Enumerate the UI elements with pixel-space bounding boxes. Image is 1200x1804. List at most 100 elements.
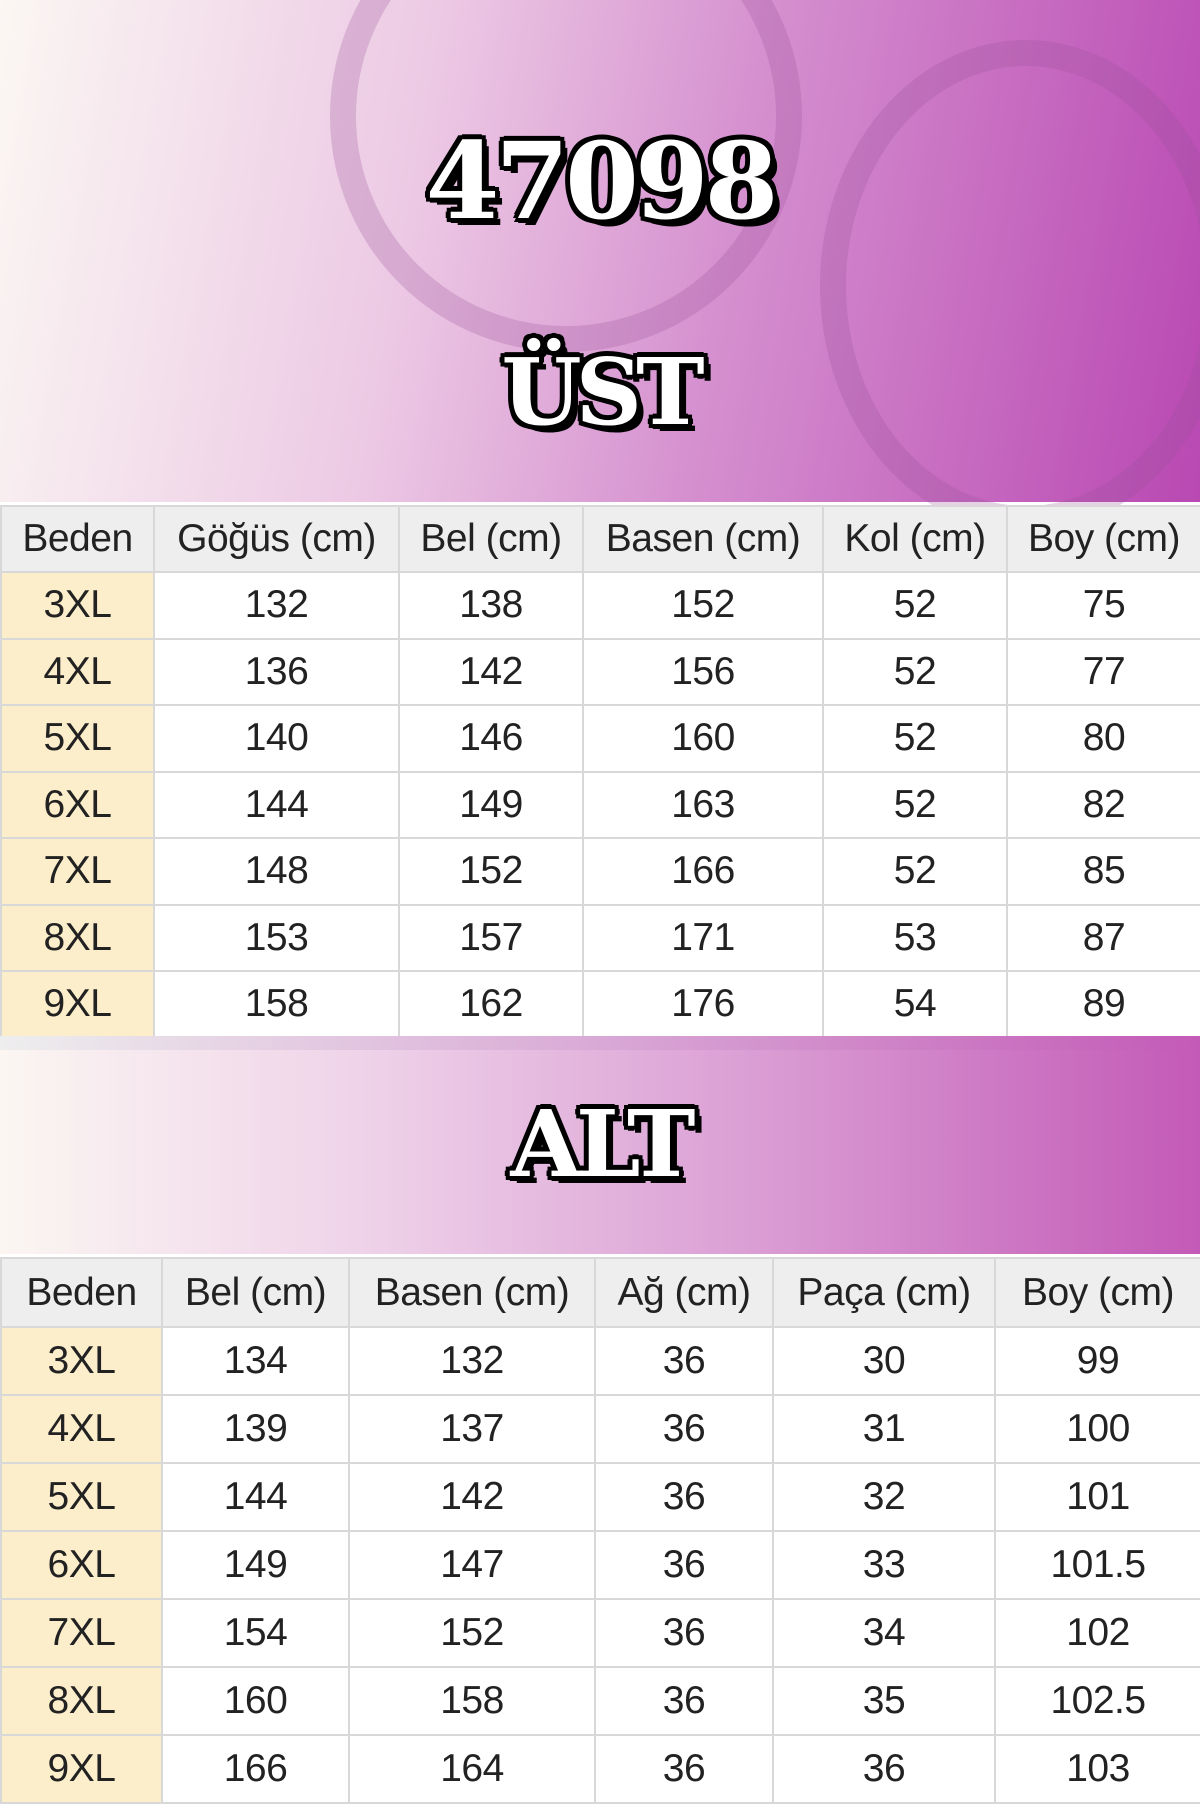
column-header: Ağ (cm) [594, 1257, 774, 1328]
measurement-cell: 154 [161, 1598, 350, 1668]
measurement-cell: 89 [1006, 970, 1200, 1039]
measurement-cell: 52 [822, 837, 1008, 906]
measurement-cell: 158 [348, 1666, 596, 1736]
table-row: 9XL 158 162 176 54 89 [0, 970, 1200, 1039]
column-header: Paça (cm) [772, 1257, 996, 1328]
top-banner [0, 0, 1200, 532]
measurement-cell: 80 [1006, 704, 1200, 773]
size-cell: 4XL [0, 1394, 163, 1464]
size-cell: 7XL [0, 837, 155, 906]
measurement-cell: 166 [161, 1734, 350, 1804]
measurement-cell: 36 [594, 1666, 774, 1736]
column-header: Bel (cm) [161, 1257, 350, 1328]
measurement-cell: 132 [153, 571, 400, 640]
table-row: 3XL 132 138 152 52 75 [0, 571, 1200, 640]
table-row: 4XL 136 142 156 52 77 [0, 637, 1200, 706]
measurement-cell: 148 [153, 837, 400, 906]
measurement-cell: 153 [153, 903, 400, 972]
measurement-cell: 36 [772, 1734, 996, 1804]
size-cell: 8XL [0, 903, 155, 972]
measurement-cell: 32 [772, 1462, 996, 1532]
measurement-cell: 33 [772, 1530, 996, 1600]
size-cell: 9XL [0, 970, 155, 1039]
size-cell: 3XL [0, 571, 155, 640]
size-cell: 6XL [0, 1530, 163, 1600]
table-row: 7XL 154 152 36 34 102 [0, 1598, 1200, 1668]
product-code: 47098 [425, 118, 779, 243]
measurement-cell: 176 [582, 970, 824, 1039]
measurement-cell: 101 [994, 1462, 1200, 1532]
measurement-cell: 162 [398, 970, 584, 1039]
measurement-cell: 75 [1006, 571, 1200, 640]
size-cell: 7XL [0, 1598, 163, 1668]
table-row: 7XL 148 152 166 52 85 [0, 837, 1200, 906]
measurement-cell: 52 [822, 770, 1008, 839]
measurement-cell: 36 [594, 1734, 774, 1804]
table-row: 5XL 140 146 160 52 80 [0, 704, 1200, 773]
measurement-cell: 101.5 [994, 1530, 1200, 1600]
measurement-cell: 99 [994, 1326, 1200, 1396]
size-cell: 9XL [0, 1734, 163, 1804]
column-header: Basen (cm) [348, 1257, 596, 1328]
measurement-cell: 144 [161, 1462, 350, 1532]
column-header: Boy (cm) [994, 1257, 1200, 1328]
measurement-cell: 54 [822, 970, 1008, 1039]
measurement-cell: 34 [772, 1598, 996, 1668]
table-row: 6XL 149 147 36 33 101.5 [0, 1530, 1200, 1600]
measurement-cell: 102.5 [994, 1666, 1200, 1736]
hanger-graphic [820, 40, 1200, 532]
column-header: Göğüs (cm) [153, 505, 400, 573]
measurement-cell: 152 [582, 571, 824, 640]
column-header: Beden [0, 505, 155, 573]
measurement-cell: 146 [398, 704, 584, 773]
table-header-row: Beden Göğüs (cm) Bel (cm) Basen (cm) Kol (cm… [0, 505, 1200, 573]
measurement-cell: 156 [582, 637, 824, 706]
measurement-cell: 36 [594, 1530, 774, 1600]
measurement-cell: 31 [772, 1394, 996, 1464]
measurement-cell: 36 [594, 1326, 774, 1396]
measurement-cell: 85 [1006, 837, 1200, 906]
measurement-cell: 152 [398, 837, 584, 906]
measurement-cell: 102 [994, 1598, 1200, 1668]
measurement-cell: 77 [1006, 637, 1200, 706]
measurement-cell: 52 [822, 637, 1008, 706]
measurement-cell: 52 [822, 704, 1008, 773]
measurement-cell: 163 [582, 770, 824, 839]
measurement-cell: 142 [348, 1462, 596, 1532]
measurement-cell: 140 [153, 704, 400, 773]
table-row: 8XL 160 158 36 35 102.5 [0, 1666, 1200, 1736]
measurement-cell: 144 [153, 770, 400, 839]
measurement-cell: 149 [161, 1530, 350, 1600]
size-cell: 8XL [0, 1666, 163, 1736]
table-row: 4XL 139 137 36 31 100 [0, 1394, 1200, 1464]
table-row: 8XL 153 157 171 53 87 [0, 903, 1200, 972]
measurement-cell: 171 [582, 903, 824, 972]
divider [0, 1036, 1200, 1050]
measurement-cell: 36 [594, 1394, 774, 1464]
size-cell: 5XL [0, 1462, 163, 1532]
column-header: Kol (cm) [822, 505, 1008, 573]
measurement-cell: 132 [348, 1326, 596, 1396]
measurement-cell: 142 [398, 637, 584, 706]
bottom-section-title: ALT [510, 1090, 695, 1198]
measurement-cell: 158 [153, 970, 400, 1039]
measurement-cell: 164 [348, 1734, 596, 1804]
measurement-cell: 30 [772, 1326, 996, 1396]
measurement-cell: 137 [348, 1394, 596, 1464]
measurement-cell: 53 [822, 903, 1008, 972]
size-cell: 6XL [0, 770, 155, 839]
table-row: 3XL 134 132 36 30 99 [0, 1326, 1200, 1396]
measurement-cell: 35 [772, 1666, 996, 1736]
measurement-cell: 52 [822, 571, 1008, 640]
top-size-table: Beden Göğüs (cm) Bel (cm) Basen (cm) Kol (cm… [0, 505, 1200, 1039]
measurement-cell: 134 [161, 1326, 350, 1396]
measurement-cell: 166 [582, 837, 824, 906]
measurement-cell: 152 [348, 1598, 596, 1668]
measurement-cell: 36 [594, 1598, 774, 1668]
measurement-cell: 100 [994, 1394, 1200, 1464]
size-cell: 5XL [0, 704, 155, 773]
column-header: Basen (cm) [582, 505, 824, 573]
table-row: 9XL 166 164 36 36 103 [0, 1734, 1200, 1804]
table-row: 5XL 144 142 36 32 101 [0, 1462, 1200, 1532]
table-row: 6XL 144 149 163 52 82 [0, 770, 1200, 839]
